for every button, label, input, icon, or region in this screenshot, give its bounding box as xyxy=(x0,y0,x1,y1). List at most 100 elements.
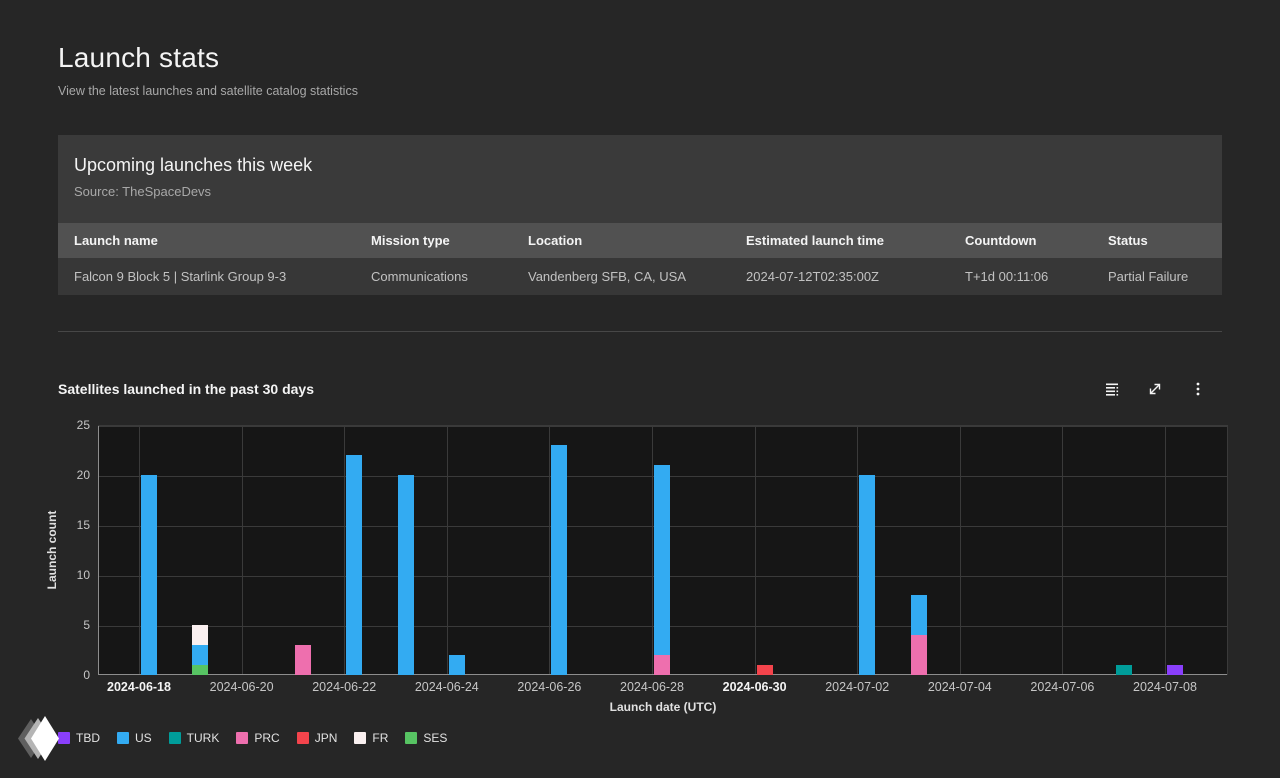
table-cell: Communications xyxy=(371,269,468,284)
chart-legend: TBD US TURK PRC JPN FR SES xyxy=(58,731,447,745)
table-cell: T+1d 00:11:06 xyxy=(965,269,1049,284)
overflow-menu-icon[interactable] xyxy=(1182,373,1214,405)
table-row[interactable]: Falcon 9 Block 5 | Starlink Group 9-3 Com… xyxy=(58,258,1222,295)
v-gridline xyxy=(857,426,859,675)
legend-item-prc[interactable]: PRC xyxy=(236,731,280,745)
bar-segment-us[interactable] xyxy=(397,475,414,675)
x-tick-label: 2024-07-02 xyxy=(825,680,890,694)
section-divider xyxy=(58,331,1222,332)
bar-segment-ses[interactable] xyxy=(192,665,209,675)
column-header: Location xyxy=(528,233,583,248)
y-tick-label: 5 xyxy=(83,618,90,632)
legend-swatch xyxy=(354,732,367,744)
legend-label: JPN xyxy=(314,731,338,745)
v-gridline xyxy=(344,426,346,675)
x-tick-label: 2024-07-04 xyxy=(927,680,992,694)
bar-segment-prc[interactable] xyxy=(294,645,311,675)
chart-title: Satellites launched in the past 30 days xyxy=(58,381,314,397)
y-tick-label: 20 xyxy=(76,468,90,482)
legend-label: FR xyxy=(372,731,389,745)
bar-segment-prc[interactable] xyxy=(910,635,927,675)
launch-table-body: Falcon 9 Block 5 | Starlink Group 9-3 Com… xyxy=(58,258,1222,295)
table-cell: Vandenberg SFB, CA, USA xyxy=(528,269,687,284)
legend-swatch xyxy=(117,732,129,744)
legend-label: TBD xyxy=(76,731,100,745)
x-tick-label: 2024-06-22 xyxy=(312,680,377,694)
x-tick-label: 2024-06-30 xyxy=(722,680,787,694)
legend-item-tbd[interactable]: TBD xyxy=(58,731,100,745)
table-cell: Partial Failure xyxy=(1108,269,1189,284)
bar-segment-fr[interactable] xyxy=(192,625,209,645)
bar-segment-jpn[interactable] xyxy=(756,665,773,675)
upcoming-launches-source: Source: TheSpaceDevs xyxy=(74,184,212,199)
table-cell: 2024-07-12T02:35:00Z xyxy=(746,269,879,284)
x-tick-label: 2024-06-24 xyxy=(414,680,479,694)
bar-segment-us[interactable] xyxy=(448,655,465,675)
bar-segment-tbd[interactable] xyxy=(1167,665,1183,675)
legend-swatch xyxy=(296,732,309,744)
v-gridline xyxy=(959,426,961,675)
x-tick-label: 2024-06-20 xyxy=(209,680,274,694)
maximize-icon[interactable] xyxy=(1139,373,1171,405)
legend-label: PRC xyxy=(254,731,280,745)
legend-swatch xyxy=(405,732,418,744)
chart-toolbar xyxy=(1096,373,1214,405)
legend-item-jpn[interactable]: JPN xyxy=(296,731,338,745)
bar-segment-us[interactable] xyxy=(141,475,157,675)
v-gridline xyxy=(446,426,448,675)
legend-label: SES xyxy=(423,731,448,745)
column-header: Status xyxy=(1108,233,1148,248)
bar-segment-us[interactable] xyxy=(192,645,209,665)
v-gridline xyxy=(241,426,243,675)
column-header: Countdown xyxy=(965,233,1037,248)
v-gridline xyxy=(1062,426,1064,675)
legend-swatch xyxy=(58,732,70,744)
page-subtitle: View the latest launches and satellite c… xyxy=(58,84,358,98)
upcoming-launches-header: Upcoming launches this week Source: TheS… xyxy=(58,135,1222,223)
table-cell: Falcon 9 Block 5 | Starlink Group 9-3 xyxy=(74,269,287,284)
legend-item-ses[interactable]: SES xyxy=(405,731,447,745)
x-tick-label: 2024-06-18 xyxy=(107,680,171,694)
legend-item-fr[interactable]: FR xyxy=(354,731,388,745)
page-title: Launch stats xyxy=(58,42,220,73)
y-tick-label: 25 xyxy=(76,418,90,432)
v-gridline xyxy=(754,426,756,675)
v-gridline xyxy=(139,426,140,675)
x-tick-label: 2024-07-08 xyxy=(1133,680,1197,694)
bar-segment-us[interactable] xyxy=(551,445,568,675)
y-tick-label: 0 xyxy=(83,668,90,682)
upcoming-launches-title: Upcoming launches this week xyxy=(74,155,313,175)
stacked-bar-chart xyxy=(98,425,1228,675)
x-axis-title: Launch date (UTC) xyxy=(609,700,717,714)
y-tick-label: 15 xyxy=(76,518,90,532)
v-gridline xyxy=(1165,426,1166,675)
bar-segment-us[interactable] xyxy=(910,595,927,635)
legend-label: TURK xyxy=(186,731,220,745)
legend-swatch xyxy=(236,732,249,744)
upcoming-launches-card: Upcoming launches this week Source: TheS… xyxy=(58,135,1222,295)
column-header: Launch name xyxy=(74,233,158,248)
brand-logo xyxy=(13,712,63,770)
legend-item-us[interactable]: US xyxy=(117,731,152,745)
x-tick-label: 2024-07-06 xyxy=(1030,680,1095,694)
v-gridline xyxy=(549,426,551,675)
column-header: Estimated launch time xyxy=(746,233,884,248)
bar-segment-turk[interactable] xyxy=(1115,665,1132,675)
h-gridline xyxy=(98,426,1227,427)
bar-segment-us[interactable] xyxy=(654,465,670,655)
column-header: Mission type xyxy=(371,233,450,248)
y-axis-line xyxy=(98,426,99,675)
x-tick-label: 2024-06-26 xyxy=(517,680,582,694)
y-tick-label: 10 xyxy=(76,568,90,582)
bar-segment-us[interactable] xyxy=(346,455,363,675)
legend-swatch xyxy=(168,732,181,744)
bar-segment-prc[interactable] xyxy=(654,655,670,675)
data-table-icon[interactable] xyxy=(1096,373,1128,405)
x-tick-label: 2024-06-28 xyxy=(620,680,684,694)
bar-segment-us[interactable] xyxy=(859,475,876,675)
v-gridline xyxy=(652,426,653,675)
legend-item-turk[interactable]: TURK xyxy=(168,731,220,745)
launch-table-header: Launch name Mission type Location Estimated… xyxy=(58,223,1222,258)
legend-label: US xyxy=(135,731,152,745)
